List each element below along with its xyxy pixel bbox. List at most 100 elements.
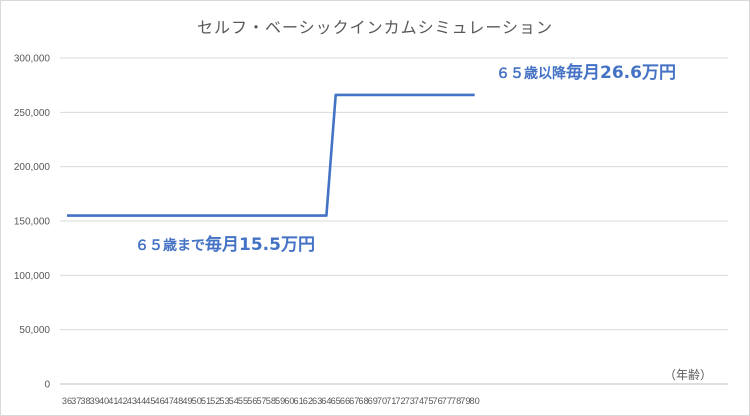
data-point-50: [196, 215, 198, 217]
annotation-after-65-amount: 毎月26.6万円: [566, 62, 676, 83]
x-tick-label-58: 58: [266, 396, 276, 406]
data-point-70: [381, 94, 383, 96]
x-tick-label-72: 72: [395, 396, 405, 406]
data-point-65: [335, 94, 337, 96]
data-point-71: [390, 94, 392, 96]
x-tick-label-48: 48: [173, 396, 183, 406]
x-tick-label-51: 51: [201, 396, 211, 406]
x-tick-label-68: 68: [358, 396, 368, 406]
y-tick-label-200000: 200,000: [14, 162, 51, 173]
x-tick-label-63: 63: [312, 396, 322, 406]
x-tick-label-74: 74: [414, 396, 424, 406]
x-tick-label-46: 46: [155, 396, 165, 406]
x-axis-tick-labels: 36 37 38 39 40 41 42 43 44 45 46 47 48 49 50 51 52 53 54 55…: [62, 396, 480, 406]
x-tick-label-75: 75: [423, 396, 433, 406]
data-point-77: [446, 94, 448, 96]
x-axis-unit-label: （年齢）: [664, 367, 712, 382]
data-point-36: [66, 215, 68, 217]
data-point-38: [85, 215, 87, 217]
x-tick-label-45: 45: [145, 396, 155, 406]
x-tick-label-73: 73: [405, 396, 415, 406]
data-point-41: [112, 215, 114, 217]
x-tick-label-42: 42: [117, 396, 127, 406]
x-tick-label-79: 79: [460, 396, 470, 406]
data-point-37: [75, 215, 77, 217]
y-tick-label-150000: 150,000: [14, 217, 51, 228]
x-tick-label-62: 62: [303, 396, 313, 406]
y-tick-label-250000: 250,000: [14, 108, 51, 119]
x-tick-label-76: 76: [432, 396, 442, 406]
x-tick-label-77: 77: [442, 396, 452, 406]
series-line-0: [67, 93, 475, 217]
annotation-before-65-amount: 毎月15.5万円: [205, 234, 315, 255]
x-tick-label-65: 65: [331, 396, 341, 406]
x-tick-label-37: 37: [71, 396, 81, 406]
data-point-63: [316, 215, 318, 217]
data-point-49: [186, 215, 188, 217]
data-point-40: [103, 215, 105, 217]
x-tick-label-39: 39: [90, 396, 100, 406]
data-point-62: [307, 215, 309, 217]
x-tick-label-47: 47: [164, 396, 174, 406]
data-point-42: [122, 215, 124, 217]
gridlines: [60, 57, 728, 385]
x-tick-label-64: 64: [321, 396, 331, 406]
x-tick-label-67: 67: [349, 396, 359, 406]
data-point-47: [168, 215, 170, 217]
x-tick-label-71: 71: [386, 396, 396, 406]
x-tick-label-50: 50: [192, 396, 202, 406]
data-point-51: [205, 215, 207, 217]
chart-title: セルフ・ベーシックインカムシミュレーション: [196, 18, 554, 37]
x-tick-label-40: 40: [99, 396, 109, 406]
x-tick-label-52: 52: [210, 396, 220, 406]
x-tick-label-56: 56: [247, 396, 257, 406]
x-tick-label-66: 66: [340, 396, 350, 406]
data-point-57: [261, 215, 263, 217]
data-point-56: [251, 215, 253, 217]
data-point-60: [288, 215, 290, 217]
data-point-48: [177, 215, 179, 217]
data-point-75: [427, 94, 429, 96]
annotation-before-65: ６５歳まで毎月15.5万円: [135, 234, 315, 255]
x-tick-label-55: 55: [238, 396, 248, 406]
data-point-67: [353, 94, 355, 96]
x-tick-label-78: 78: [451, 396, 461, 406]
x-tick-label-38: 38: [80, 396, 90, 406]
y-axis-tick-labels: 0 50,000 100,000 150,000 200,000 250,000 300,0…: [14, 54, 51, 391]
x-tick-label-49: 49: [182, 396, 192, 406]
x-tick-label-36: 36: [62, 396, 72, 406]
data-point-44: [140, 215, 142, 217]
annotation-before-65-age: ６５歳まで: [135, 237, 205, 254]
data-point-61: [298, 215, 300, 217]
data-point-69: [372, 94, 374, 96]
y-tick-label-300000: 300,000: [14, 54, 51, 65]
data-point-59: [279, 215, 281, 217]
data-point-73: [409, 94, 411, 96]
data-point-72: [400, 94, 402, 96]
data-point-74: [418, 94, 420, 96]
annotation-after-65-age: ６５歳以降: [496, 65, 567, 82]
data-point-58: [270, 215, 272, 217]
y-tick-label-50000: 50,000: [19, 325, 50, 336]
data-point-78: [455, 94, 457, 96]
y-tick-label-100000: 100,000: [14, 271, 51, 282]
data-point-39: [94, 215, 96, 217]
x-tick-label-41: 41: [108, 396, 118, 406]
data-point-46: [159, 215, 161, 217]
x-tick-label-61: 61: [294, 396, 304, 406]
x-tick-label-43: 43: [127, 396, 137, 406]
x-tick-label-59: 59: [275, 396, 285, 406]
x-tick-label-60: 60: [284, 396, 294, 406]
y-tick-label-0: 0: [44, 380, 50, 391]
data-point-43: [131, 215, 133, 217]
data-point-68: [362, 94, 364, 96]
data-point-66: [344, 94, 346, 96]
data-point-64: [325, 215, 327, 217]
x-tick-label-80: 80: [470, 396, 480, 406]
x-tick-label-70: 70: [377, 396, 387, 406]
data-point-55: [242, 215, 244, 217]
data-point-52: [214, 215, 216, 217]
data-point-76: [437, 94, 439, 96]
